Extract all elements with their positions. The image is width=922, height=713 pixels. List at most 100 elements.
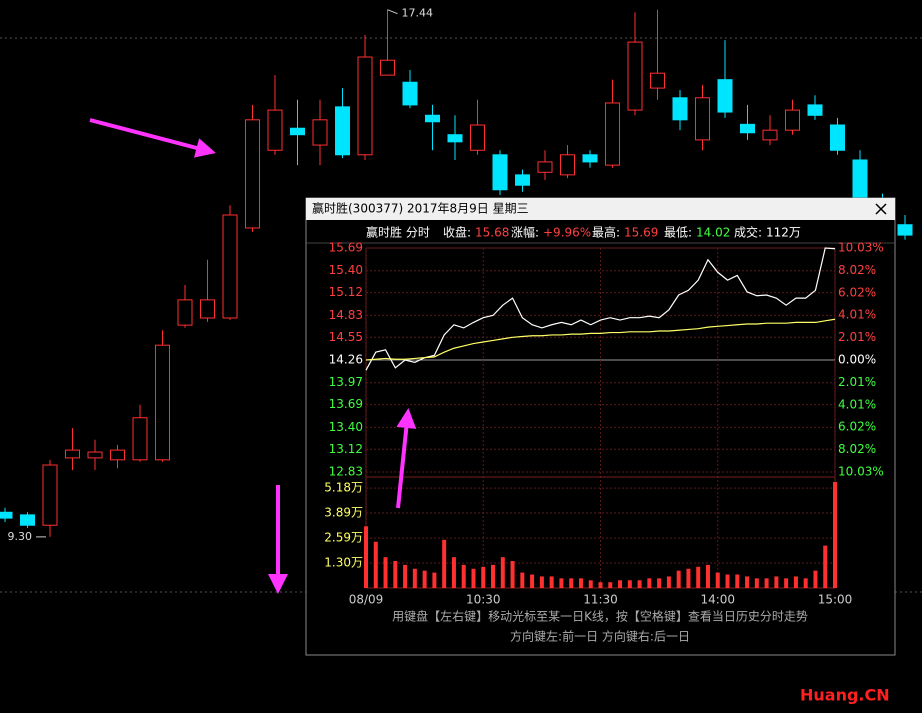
info-value: 15.68 [475,226,509,240]
candle-body [132,417,148,461]
volume-bar [764,578,769,588]
y-tick-label: 13.97 [329,375,363,389]
volume-bar [735,574,740,588]
volume-bar [520,572,525,588]
volume-bar [471,568,476,588]
volume-bar [451,557,456,588]
y-tick-label: 13.40 [329,420,363,434]
y2-tick-label: 10.03% [838,465,884,479]
candle-body [830,124,845,151]
candle-body [155,344,170,461]
info-label: 最高: [592,225,620,240]
volume-bar [549,576,554,588]
candle-body [380,59,395,76]
watermark: Huang.CN [800,686,890,705]
volume-bar [373,541,378,588]
y-tick-label: 14.26 [329,353,363,367]
y2-tick-label: 2.01% [838,375,876,389]
candle-body [897,224,913,236]
y-tick-label: 12.83 [329,465,363,479]
info-label: 最低: [664,226,692,240]
candle-body [537,161,553,173]
help-text: 方向键左:前一日 方向键右:后一日 [510,629,690,644]
volume-bar [774,576,779,588]
close-button[interactable] [872,201,890,217]
y-tick-label: 15.40 [329,263,363,277]
candle-body [267,109,283,151]
candle-body [762,129,778,141]
window-title: 赢时胜(300377) 2017年8月9日 星期三 [312,201,529,216]
candle-body [357,56,373,156]
candle-body [515,174,530,186]
volume-bar [588,580,593,588]
info-value: 15.69 [624,226,658,240]
volume-bar [793,576,798,588]
volume-bar [637,580,642,588]
candle-body [245,119,260,229]
info-value: 112万 [766,226,801,240]
volume-bar [461,564,466,588]
y2-tick-label: 6.02% [838,285,876,299]
volume-bar [422,570,427,588]
candle-body [42,464,58,526]
y-tick-label: 15.12 [329,285,363,299]
candle-body [312,119,328,146]
volume-bar [500,557,505,588]
volume-bar [412,568,417,588]
volume-bar [657,578,662,588]
volume-bar [754,578,759,588]
volume-tick-label: 1.30万 [324,555,363,569]
y2-tick-label: 8.02% [838,442,876,456]
volume-bar [403,564,408,588]
candle-body [650,72,665,89]
volume-bar [813,570,818,588]
intraday-window: 赢时胜(300377) 2017年8月9日 星期三 赢时胜 分时 用键盘【左右键… [305,197,896,656]
volume-bar [705,564,710,588]
volume-tick-label: 3.89万 [324,506,363,520]
candle-body [807,104,823,116]
volume-bar [647,578,652,588]
y-tick-label: 14.83 [329,308,363,322]
kline-chart: 17.44 9.30 [0,7,913,543]
candle-body [852,159,868,201]
help-text: 用键盘【左右键】移动光标至某一日K线，按【空格键】查看当日历史分时走势 [392,609,808,624]
y-tick-label: 15.69 [329,241,363,255]
volume-bar [481,566,486,588]
volume-bar [598,582,603,588]
candle-body [177,299,193,326]
volume-bar [364,526,368,588]
y2-tick-label: 4.01% [838,308,876,322]
candle-body [605,102,620,166]
price-line [365,247,836,371]
info-label: 收盘: [443,225,471,240]
volume-bar [686,568,691,588]
y2-tick-label: 4.01% [838,397,876,411]
volume-bar [393,561,398,588]
candle-body [627,41,643,111]
annotation: 17.44 [402,7,434,20]
candle-body [425,114,440,123]
candle-body [20,514,35,526]
candle-body [110,449,125,461]
volume-bar [803,578,808,588]
volume-bar [823,545,828,588]
volume-bar [618,580,623,588]
volume-tick-label: 5.18万 [324,481,363,495]
candle-body [695,97,710,141]
candle-body [672,97,688,121]
x-tick-label: 08/09 [349,593,384,607]
info-label: 涨幅: [511,225,539,240]
candle-body [290,127,305,136]
candle-body [65,449,80,459]
info-label: 成交: [734,225,762,240]
y-tick-label: 13.69 [329,397,363,411]
volume-bar [539,576,544,588]
x-tick-label: 14:00 [700,593,735,607]
subtitle: 赢时胜 分时 [366,225,430,240]
volume-bar [627,580,632,588]
x-tick-label: 11:30 [583,593,618,607]
volume-bar [696,566,701,588]
candle-body [0,511,13,519]
y2-tick-label: 2.01% [838,330,876,344]
